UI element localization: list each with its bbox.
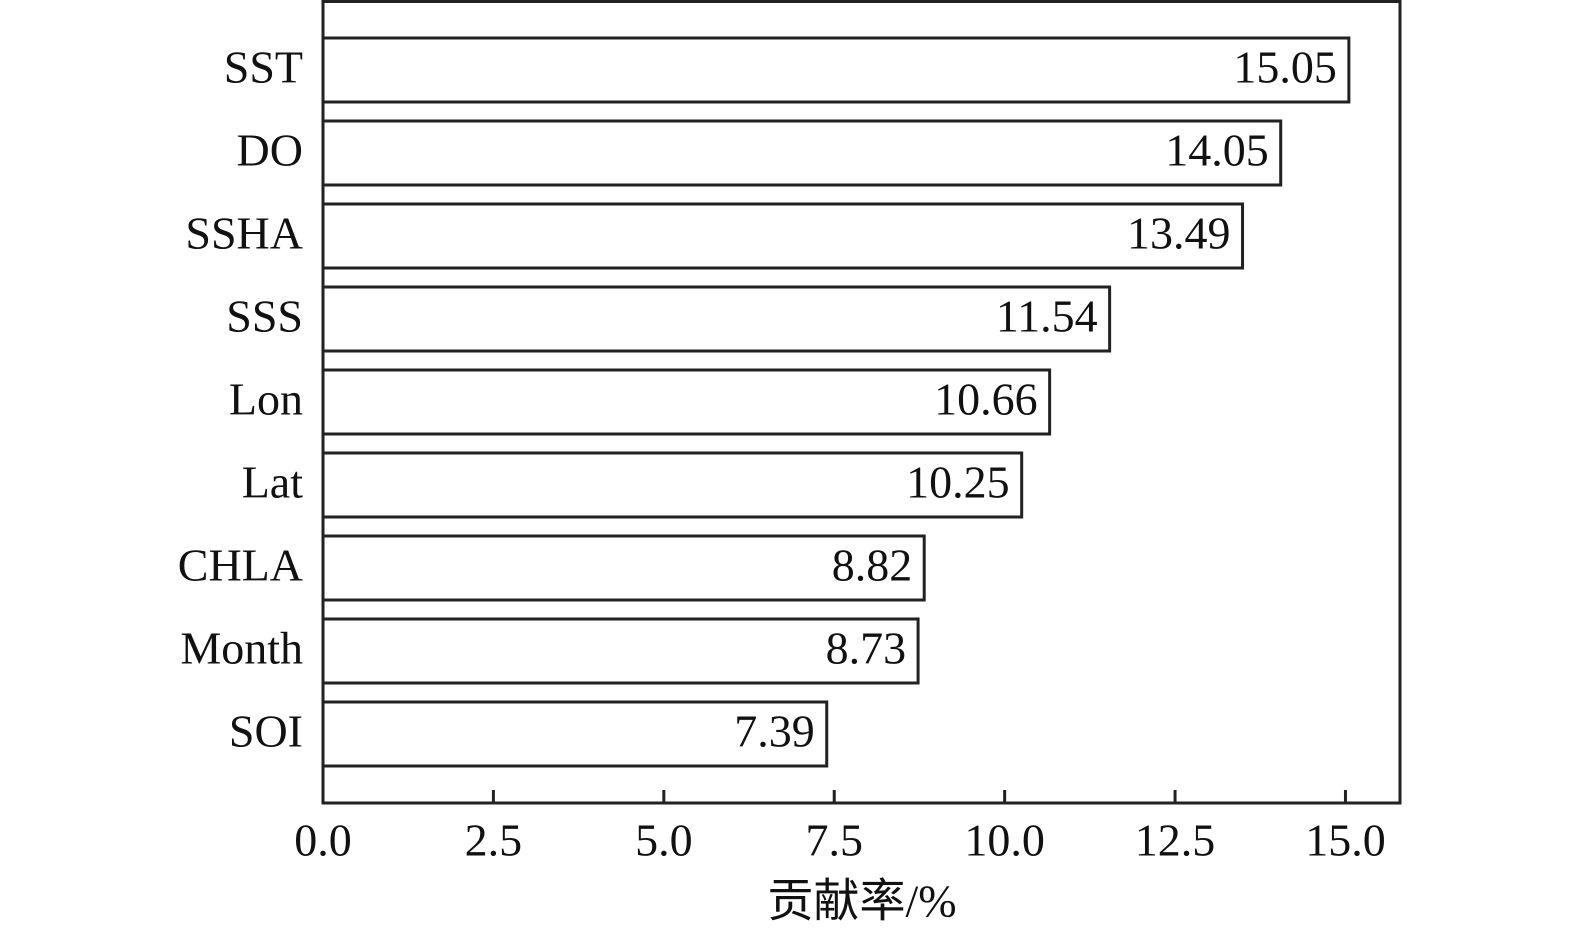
x-tick-label: 2.5	[465, 815, 523, 866]
y-tick-label: Lat	[242, 457, 304, 508]
value-label: 8.82	[832, 540, 913, 591]
value-label: 10.66	[934, 374, 1038, 425]
x-tick-label: 15.0	[1305, 815, 1386, 866]
bar	[321, 202, 1245, 270]
y-tick-label: CHLA	[178, 540, 303, 591]
y-tick-label: SSS	[226, 291, 303, 342]
x-tick-label: 0.0	[294, 815, 352, 866]
x-tick-label: 7.5	[805, 815, 863, 866]
bar	[321, 617, 920, 685]
y-tick-label: SST	[224, 42, 303, 93]
value-label: 14.05	[1165, 125, 1269, 176]
bar	[321, 534, 926, 602]
x-tick-label: 12.5	[1135, 815, 1216, 866]
value-label: 11.54	[996, 291, 1098, 342]
bar	[321, 285, 1112, 353]
bar	[321, 700, 829, 768]
x-tick-label: 5.0	[635, 815, 693, 866]
y-tick-label: DO	[237, 125, 303, 176]
x-axis-label: 贡献率/%	[767, 876, 956, 927]
value-label: 13.49	[1127, 208, 1231, 259]
bar	[321, 36, 1351, 104]
bar	[321, 451, 1024, 519]
y-tick-label: SSHA	[185, 208, 303, 259]
value-label: 15.05	[1233, 42, 1337, 93]
y-tick-label: Lon	[229, 374, 303, 425]
bar	[321, 368, 1052, 436]
bar	[321, 119, 1283, 187]
x-tick-label: 10.0	[964, 815, 1045, 866]
value-label: 10.25	[906, 457, 1010, 508]
value-label: 8.73	[826, 623, 907, 674]
y-tick-label: SOI	[229, 706, 303, 757]
y-tick-label: Month	[180, 623, 303, 674]
value-label: 7.39	[734, 706, 815, 757]
